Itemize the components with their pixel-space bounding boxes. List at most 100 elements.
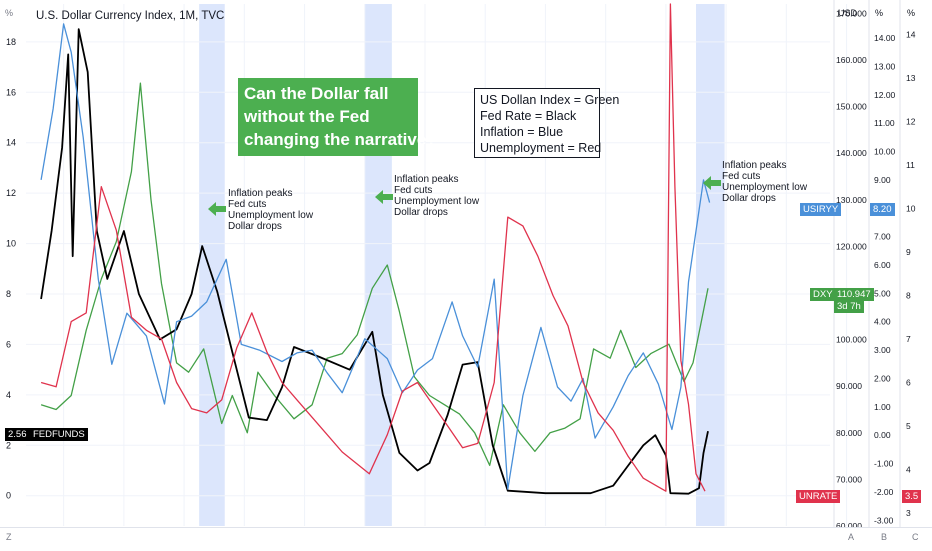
series-line-fed-rate — [40, 28, 709, 495]
legend-fed: Fed Rate = Black — [480, 109, 577, 123]
note-2001-line-3: Unemployment low — [394, 196, 480, 207]
pct2-tick-label: 10 — [906, 203, 916, 213]
auto-scale-button[interactable]: A — [848, 532, 855, 542]
note-2001-line-2: Fed cuts — [394, 185, 433, 196]
pct-tick-label: 14.00 — [874, 33, 896, 43]
note-2022-line-3: Unemployment low — [722, 182, 808, 193]
pct2-tick-label: 11 — [906, 160, 915, 170]
pct-tick-label: -2.00 — [874, 487, 894, 497]
pct-tick-label: 9.00 — [874, 175, 891, 185]
left-tick-label: 12 — [6, 188, 16, 198]
headline-annotation: Can the Dollar fall without the Fed chan… — [238, 78, 437, 156]
headline-line-3: changing the narrative? — [244, 130, 437, 149]
usiry-value-tag: 8.20 — [870, 203, 895, 216]
pct-tick-label: 6.00 — [874, 260, 891, 270]
usd-tick-label: 80.000 — [836, 428, 862, 438]
chart-title: U.S. Dollar Currency Index, 1M, TVC — [36, 10, 225, 22]
shaded-period-1 — [199, 4, 225, 526]
usd-tick-label: 170.000 — [836, 8, 867, 18]
axes: 1816141210864201980198419881992199620002… — [6, 0, 916, 543]
usd-tick-label: 100.000 — [836, 335, 867, 345]
left-tick-label: 6 — [6, 339, 11, 349]
note-2022-line-2: Fed cuts — [722, 171, 761, 182]
left-tick-label: 4 — [6, 390, 11, 400]
dxy-value-tag: 110.947 — [834, 288, 874, 301]
left-tick-label: 0 — [6, 491, 11, 501]
usd-axis-header: USD — [838, 8, 858, 18]
pct-axis-header: % — [875, 8, 884, 18]
legend-dxy: US Dollan Index = Green — [480, 93, 620, 107]
pct2-tick-label: 5 — [906, 421, 911, 431]
pct2-tick-label: 7 — [906, 334, 911, 344]
usd-tick-label: 120.000 — [836, 241, 867, 251]
usd-tick-label: 60.000 — [836, 521, 862, 531]
series-legend: US Dollan Index = Green Fed Rate = Black… — [474, 88, 620, 158]
pct2-tick-label: 14 — [906, 29, 916, 39]
arrow-left-icon — [375, 190, 393, 204]
left-tick-label: 8 — [6, 289, 11, 299]
fedfunds-value-tag: 2.56 — [5, 428, 30, 441]
left-tick-label: 2 — [6, 440, 11, 450]
pct2-axis-header: % — [907, 8, 916, 18]
pct2-tick-label: 3 — [906, 508, 911, 518]
left-tick-label: 18 — [6, 37, 16, 47]
note-2001-line-1: Inflation peaks — [394, 174, 459, 185]
pct2-tick-label: 9 — [906, 247, 911, 257]
usd-tick-label: 140.000 — [836, 148, 867, 158]
pct2-tick-label: 13 — [906, 73, 916, 83]
left-tick-label: 10 — [6, 239, 16, 249]
note-1990-line-2: Fed cuts — [228, 199, 267, 210]
note-1990-line-4: Dollar drops — [228, 221, 282, 232]
dxy-name-tag: DXY — [810, 288, 836, 301]
left-tick-label: 14 — [6, 138, 16, 148]
pct-tick-label: 0.00 — [874, 430, 891, 440]
series-line-unemployment — [40, 3, 706, 492]
scale-c-button[interactable]: C — [912, 532, 919, 542]
pct-tick-label: -1.00 — [874, 459, 894, 469]
usd-tick-label: 160.000 — [836, 55, 867, 65]
headline-line-1: Can the Dollar fall — [244, 84, 389, 103]
scale-b-button[interactable]: B — [881, 532, 888, 542]
pct-tick-label: 12.00 — [874, 90, 896, 100]
arrow-left-icon — [208, 202, 226, 216]
pct-tick-label: 10.00 — [874, 147, 896, 157]
pct-tick-label: 1.00 — [874, 402, 891, 412]
note-2001: Inflation peaks Fed cuts Unemployment lo… — [394, 174, 479, 218]
pct-tick-label: 3.00 — [874, 345, 891, 355]
pct-tick-label: -3.00 — [874, 515, 894, 525]
grid — [26, 4, 848, 526]
pct-tick-label: 13.00 — [874, 61, 896, 71]
series-layer — [40, 3, 711, 495]
pct2-tick-label: 12 — [906, 116, 916, 126]
arrow-left-icon — [703, 176, 721, 190]
usd-tick-label: 70.000 — [836, 474, 862, 484]
pct2-tick-label: 6 — [906, 377, 911, 387]
note-1990: Inflation peaks Fed cuts Unemployment lo… — [228, 188, 313, 232]
pct2-tick-label: 8 — [906, 290, 911, 300]
legend-inflation: Inflation = Blue — [480, 125, 564, 139]
note-2001-line-4: Dollar drops — [394, 207, 448, 218]
series-line-us-dollan-index — [40, 82, 709, 467]
usd-tick-label: 150.000 — [836, 102, 867, 112]
pct-tick-label: 2.00 — [874, 373, 891, 383]
usiry-name-tag: USIRYY — [800, 203, 842, 216]
zoom-button[interactable]: Z — [6, 532, 12, 542]
unrate-value-tag: 3.5 — [902, 490, 922, 503]
pct2-tick-label: 4 — [906, 464, 911, 474]
usd-tick-label: 90.000 — [836, 381, 862, 391]
usd-tick-label: 130.000 — [836, 195, 867, 205]
note-2022: Inflation peaks Fed cuts Unemployment lo… — [722, 160, 807, 204]
headline-line-2: without the Fed — [244, 107, 370, 126]
unrate-name-tag: UNRATE — [796, 490, 841, 503]
note-1990-line-1: Inflation peaks — [228, 188, 293, 199]
legend-unemployment: Unemployment = Red — [480, 141, 602, 155]
time-axis-bar — [0, 527, 932, 551]
series-line-inflation — [40, 23, 711, 490]
left-axis-header: % — [5, 8, 14, 18]
shaded-period-3 — [696, 4, 725, 526]
pct-tick-label: 4.00 — [874, 317, 891, 327]
note-2022-line-1: Inflation peaks — [722, 160, 787, 171]
pct-tick-label: 5.00 — [874, 288, 891, 298]
left-tick-label: 16 — [6, 87, 16, 97]
